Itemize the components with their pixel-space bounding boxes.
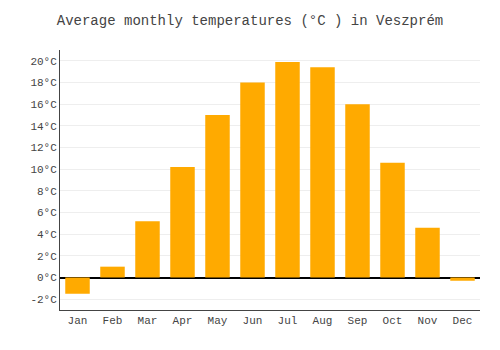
svg-text:6°C: 6°C xyxy=(37,207,57,219)
svg-text:Jun: Jun xyxy=(243,315,263,327)
svg-text:-2°C: -2°C xyxy=(30,294,57,306)
svg-text:Oct: Oct xyxy=(383,315,403,327)
svg-text:Aug: Aug xyxy=(313,315,333,327)
svg-text:Dec: Dec xyxy=(453,315,473,327)
svg-text:14°C: 14°C xyxy=(30,121,57,133)
svg-text:Feb: Feb xyxy=(103,315,123,327)
svg-text:18°C: 18°C xyxy=(30,77,57,89)
svg-text:0°C: 0°C xyxy=(37,272,57,284)
svg-text:20°C: 20°C xyxy=(30,56,57,68)
svg-text:12°C: 12°C xyxy=(30,142,57,154)
svg-text:Sep: Sep xyxy=(348,315,368,327)
svg-text:8°C: 8°C xyxy=(37,186,57,198)
svg-text:4°C: 4°C xyxy=(37,229,57,241)
svg-text:Average monthly temperatures (: Average monthly temperatures (°C ) in Ve… xyxy=(57,13,443,29)
svg-text:10°C: 10°C xyxy=(30,164,57,176)
svg-text:Jul: Jul xyxy=(278,315,298,327)
svg-text:Nov: Nov xyxy=(418,315,438,327)
svg-text:Mar: Mar xyxy=(138,315,158,327)
svg-text:May: May xyxy=(208,315,228,327)
svg-text:16°C: 16°C xyxy=(30,99,57,111)
svg-text:Apr: Apr xyxy=(173,315,193,327)
svg-text:Jan: Jan xyxy=(68,315,88,327)
svg-text:2°C: 2°C xyxy=(37,251,57,263)
